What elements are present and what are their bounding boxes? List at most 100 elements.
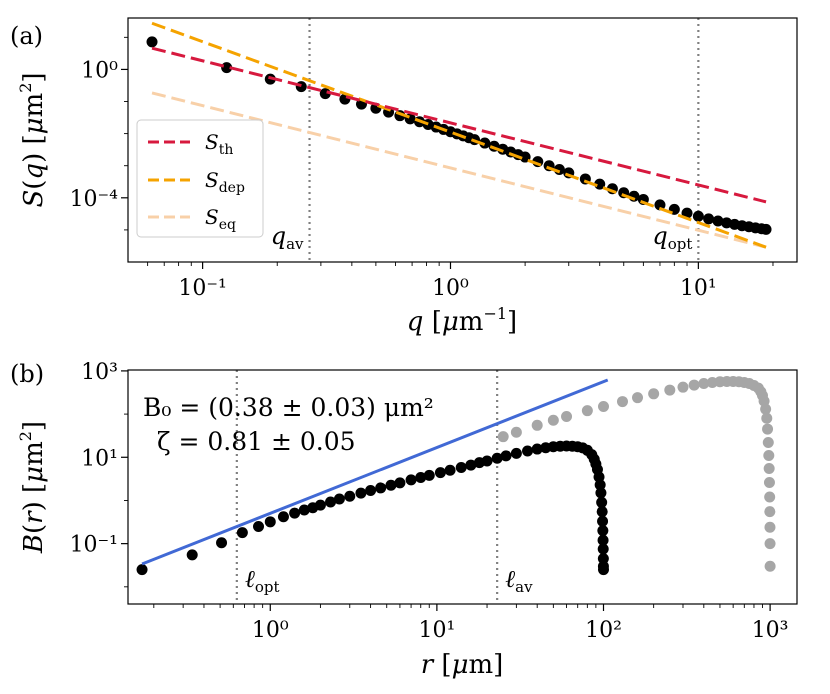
- l-opt-sub: opt: [255, 578, 280, 596]
- b-point-b-r-16: [375, 482, 387, 494]
- b-point-b-r-49: [596, 506, 608, 518]
- b-point-b-r-4: [253, 520, 265, 532]
- b-point-b-r-11: [325, 496, 337, 508]
- legend-label-s-th: Sth: [205, 130, 233, 158]
- b-point-b-r-full-field-13: [698, 378, 710, 390]
- b-point-b-r-full-field-2: [531, 419, 543, 431]
- b-point-b-r-full-field-35: [764, 521, 776, 533]
- b-point-b-r-21: [423, 469, 435, 481]
- b-point-b-r-full-field-3: [547, 414, 559, 426]
- b-point-b-r-51: [597, 525, 609, 537]
- panel-a-ticks: 10⁻¹ 10⁰ 10¹ 10⁻⁴ 10⁰: [70, 36, 774, 301]
- b-xtick-label-1: 10¹: [418, 618, 455, 643]
- vline-label-l-av: ℓav: [505, 565, 533, 596]
- a-point-measured-36: [654, 199, 666, 211]
- b-point-b-r-54: [597, 553, 609, 565]
- b-point-b-r-14: [355, 487, 367, 499]
- b-point-b-r-13: [344, 490, 356, 502]
- panel-a-frame: [127, 17, 798, 263]
- b-ytick-label-1: 10¹: [81, 446, 118, 471]
- vline-label-q-opt: qopt: [652, 222, 692, 253]
- b-point-b-r-46: [594, 479, 606, 491]
- b-xtick-label-3: 10³: [752, 618, 789, 643]
- b-point-b-r-full-field-26: [760, 403, 772, 415]
- b-point-b-r-full-field-5: [581, 405, 593, 417]
- a-xtick-label-2: 10¹: [680, 276, 717, 301]
- l-opt-main: ℓ: [245, 565, 255, 593]
- vline-label-l-opt: ℓopt: [245, 565, 280, 596]
- b-point-b-r-20: [415, 472, 427, 484]
- b-point-b-r-full-field-30: [763, 449, 775, 461]
- a-line-s-th: [151, 46, 767, 204]
- panel-a: (a) 10⁻¹ 10⁰ 10¹ 10⁻⁴ 10⁰ q [μm−1] S(q) [μm2…: [10, 17, 798, 337]
- legend-s-eq-main: S: [205, 205, 219, 229]
- b-point-b-r-2: [216, 537, 228, 549]
- legend-s-th-main: S: [205, 130, 219, 154]
- legend-s-th-sub: th: [219, 142, 234, 158]
- b-point-b-r-full-field-1: [510, 426, 522, 438]
- b-line-power-law-fit: [141, 378, 609, 566]
- b-point-b-r-25: [465, 459, 477, 471]
- b-point-b-r-6: [277, 511, 289, 523]
- b-xtick-label-0: 10⁰: [252, 618, 289, 643]
- b-point-b-r-full-field-36: [764, 538, 776, 550]
- panel-b-xlabel: r [μm]: [421, 650, 504, 680]
- b-point-b-r-28: [491, 452, 503, 464]
- b-ytick-label-0: 10⁻¹: [70, 533, 118, 558]
- legend-label-s-dep: Sdep: [205, 168, 245, 196]
- b-point-b-r-full-field-11: [677, 381, 689, 393]
- q-av-sub: av: [286, 235, 304, 253]
- q-opt-sub: opt: [668, 235, 693, 253]
- b-point-b-r-19: [405, 474, 417, 486]
- a-point-measured-41: [712, 215, 724, 227]
- panel-a-ylabel: S(q) [μm2]: [16, 72, 49, 207]
- a-line-s-eq: [151, 91, 767, 249]
- l-av-sub: av: [515, 578, 533, 596]
- b-point-b-r-full-field-28: [762, 423, 774, 435]
- b-point-b-r-48: [596, 496, 608, 508]
- b-point-b-r-full-field-27: [761, 412, 773, 424]
- fit-parameter-b0: B₀ = (0.38 ± 0.03) μm²: [143, 393, 434, 422]
- legend-label-s-eq: Seq: [205, 205, 236, 233]
- b-point-b-r-24: [455, 461, 467, 473]
- b-point-b-r-full-field-9: [648, 388, 660, 400]
- a-point-measured-0: [146, 36, 158, 48]
- a-point-measured-31: [594, 178, 606, 190]
- b-point-b-r-full-field-31: [763, 462, 775, 474]
- panel-a-plot-area: [146, 18, 772, 262]
- b-point-b-r-full-field-6: [597, 400, 609, 412]
- q-opt-main: q: [652, 222, 667, 250]
- b-point-b-r-53: [597, 543, 609, 555]
- panel-b-plot-area: [136, 370, 776, 604]
- b-point-b-r-full-field-4: [561, 410, 573, 422]
- b-point-b-r-7: [289, 507, 301, 519]
- vline-label-q-av: qav: [271, 222, 304, 253]
- panel-a-legend: Sth Sdep Seq: [136, 119, 264, 238]
- b-point-b-r-full-field-37: [764, 560, 776, 572]
- b-point-b-r-full-field-12: [688, 379, 700, 391]
- a-xtick-label-0: 10⁻¹: [178, 276, 226, 301]
- legend-s-eq-sub: eq: [219, 217, 236, 233]
- panel-a-xlabel: q [μm−1]: [407, 304, 517, 337]
- b-point-b-r-50: [597, 515, 609, 527]
- b-point-b-r-23: [444, 464, 456, 476]
- a-ytick-label-0: 10⁻⁴: [70, 187, 119, 212]
- b-point-b-r-full-field-0: [497, 431, 509, 443]
- a-line-s-dep: [151, 21, 767, 249]
- a-ytick-label-1: 10⁰: [81, 58, 118, 83]
- b-point-b-r-22: [434, 467, 446, 479]
- b-point-b-r-47: [595, 487, 607, 499]
- b-point-b-r-52: [597, 534, 609, 546]
- fit-parameter-zeta: ζ = 0.81 ± 0.05: [157, 427, 356, 456]
- a-point-measured-48: [760, 223, 772, 235]
- panel-b-ylabel: B(r) [μm2]: [16, 421, 49, 554]
- b-point-b-r-31: [522, 445, 534, 457]
- b-ytick-label-2: 10³: [81, 360, 118, 385]
- b-point-b-r-29: [500, 450, 512, 462]
- b-point-b-r-full-field-32: [763, 477, 775, 489]
- b-point-b-r-12: [333, 493, 345, 505]
- legend-s-dep-main: S: [205, 168, 219, 192]
- b-point-b-r-5: [264, 516, 276, 528]
- legend-s-dep-sub: dep: [219, 180, 245, 196]
